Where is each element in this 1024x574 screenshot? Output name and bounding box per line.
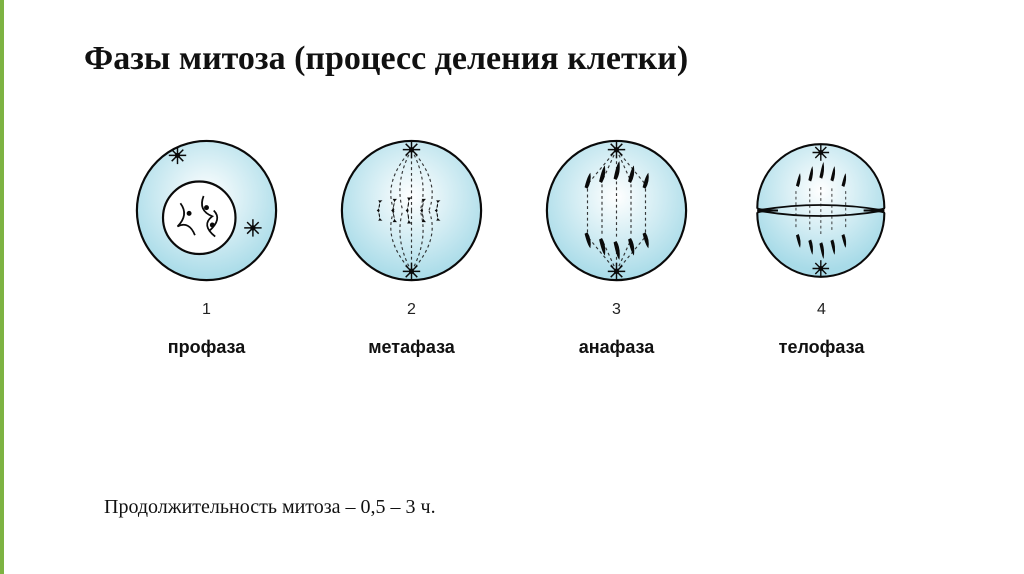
phase-number: 4 — [817, 301, 826, 319]
phase-prophase: 1 профаза — [117, 138, 297, 358]
cell-anaphase-icon — [544, 138, 689, 283]
cell-metaphase-icon — [339, 138, 484, 283]
duration-note: Продолжительность митоза – 0,5 – 3 ч. — [104, 496, 436, 519]
phase-number: 1 — [202, 301, 211, 319]
phase-number: 3 — [612, 301, 621, 319]
cell-telophase-icon — [749, 138, 894, 283]
phases-row: 1 профаза — [104, 138, 924, 358]
phase-label: метафаза — [368, 337, 455, 358]
phase-label: профаза — [168, 337, 246, 358]
slide: Фазы митоза (процесс деления клетки) — [0, 0, 1024, 574]
page-title: Фазы митоза (процесс деления клетки) — [84, 40, 964, 78]
phase-number: 2 — [407, 301, 416, 319]
phase-label: телофаза — [779, 337, 865, 358]
phase-metaphase: 2 метафаза — [322, 138, 502, 358]
phase-label: анафаза — [579, 337, 655, 358]
cell-prophase-icon — [134, 138, 279, 283]
phase-anaphase: 3 анафаза — [527, 138, 707, 358]
phase-telophase: 4 телофаза — [732, 138, 912, 358]
